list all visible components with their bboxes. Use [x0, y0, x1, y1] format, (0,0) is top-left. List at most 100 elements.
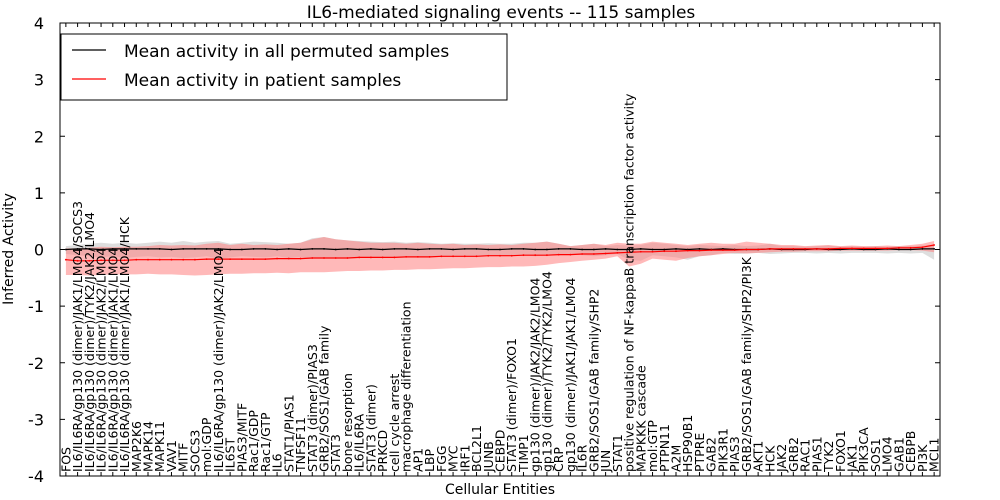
- data-point-permuted: [440, 248, 443, 250]
- data-point-patient: [933, 244, 936, 246]
- data-point-patient: [921, 246, 924, 249]
- x-tick-label: GRB2/SOS1/GAB family/SHP2/PI3K: [739, 256, 754, 472]
- data-point-patient: [534, 254, 537, 257]
- x-tick-label: IRF1: [457, 444, 472, 472]
- x-tick-label: VAV1: [164, 440, 179, 472]
- chart-title: IL6-mediated signaling events -- 115 sam…: [307, 3, 696, 23]
- x-tick-label: GRB2/SOS1/GAB family/SHP2: [586, 289, 601, 472]
- x-tick-label: STAT1: [610, 434, 625, 472]
- data-point-permuted: [64, 248, 67, 251]
- data-point-patient: [463, 255, 466, 258]
- data-point-patient: [381, 256, 384, 259]
- data-point-permuted: [909, 248, 912, 251]
- series-lines: [64, 244, 936, 262]
- data-point-permuted: [370, 248, 372, 250]
- data-point-permuted: [475, 248, 478, 250]
- data-point-patient: [862, 247, 865, 250]
- data-point-patient: [170, 258, 173, 261]
- data-point-patient: [147, 258, 149, 261]
- x-tick-label: FGG: [434, 445, 449, 472]
- data-point-permuted: [229, 248, 232, 251]
- data-point-patient: [393, 256, 396, 259]
- x-tick-label: bone resorption: [340, 373, 355, 472]
- data-point-permuted: [393, 248, 396, 250]
- data-point-patient: [194, 258, 196, 261]
- x-tick-label: GRB2: [786, 437, 801, 472]
- data-point-patient: [557, 253, 560, 256]
- data-point-patient: [686, 249, 689, 252]
- plot-frame: [59, 22, 941, 477]
- data-point-permuted: [76, 248, 79, 250]
- x-tick-label: TYK2: [821, 441, 836, 473]
- data-point-patient: [240, 258, 243, 261]
- x-tick-label: SOS1: [868, 438, 883, 472]
- x-tick-label: JAK2: [774, 444, 789, 473]
- x-tick-label: HCK: [762, 445, 777, 472]
- data-point-patient: [311, 257, 314, 259]
- x-tick-label: IL6: [270, 453, 285, 472]
- x-tick-label: IL6/IL6RA/gp130 (dimer)/JAK1/LMO4/SOCS3: [70, 201, 85, 472]
- data-point-patient: [616, 251, 619, 254]
- x-tick-label: AP1: [410, 448, 425, 472]
- data-point-patient: [440, 255, 443, 258]
- data-point-patient: [123, 259, 126, 262]
- x-tick-label: IL6/IL6RA/gp130 (dimer)/JAK2/LMO4: [211, 248, 226, 472]
- data-point-permuted: [569, 248, 572, 250]
- data-point-patient: [604, 252, 607, 255]
- y-axis-label: Inferred Activity: [1, 193, 17, 305]
- x-tick-label: STAT1/PIAS1: [281, 394, 296, 472]
- data-point-permuted: [311, 248, 314, 250]
- data-point-permuted: [405, 248, 408, 250]
- data-point-permuted: [334, 248, 337, 251]
- data-point-patient: [827, 248, 830, 250]
- x-tick-label: STAT3 (dimer): [363, 384, 378, 472]
- data-point-permuted: [581, 248, 584, 251]
- x-tick-label: IL6R: [575, 444, 590, 472]
- data-point-permuted: [510, 248, 513, 250]
- data-point-permuted: [240, 248, 243, 251]
- data-point-patient: [76, 259, 79, 262]
- data-point-patient: [628, 251, 630, 254]
- x-tick-label: MAP2K6: [129, 421, 144, 472]
- data-point-permuted: [698, 248, 701, 250]
- data-point-permuted: [628, 248, 630, 251]
- data-point-permuted: [135, 248, 138, 250]
- data-point-permuted: [264, 248, 267, 250]
- data-point-permuted: [651, 248, 654, 251]
- data-point-patient: [64, 258, 67, 261]
- data-point-patient: [323, 257, 325, 259]
- data-point-patient: [546, 254, 548, 257]
- data-point-permuted: [182, 248, 185, 250]
- data-point-patient: [839, 247, 842, 250]
- data-point-permuted: [158, 248, 161, 250]
- x-tick-label: PIAS1: [809, 436, 824, 472]
- data-point-permuted: [88, 248, 91, 250]
- x-tick-label: IL6/IL6RA: [352, 413, 367, 472]
- x-axis-ticks: [65, 23, 935, 476]
- x-tick-label: MAPK14: [141, 421, 156, 472]
- data-point-patient: [346, 257, 349, 259]
- x-axis-label: Cellular Entities: [445, 482, 555, 498]
- x-tick-label: CEBPB: [903, 431, 918, 472]
- data-point-patient: [88, 259, 91, 262]
- data-point-permuted: [111, 248, 114, 250]
- x-tick-label: GRB2/SOS1/GAB family: [317, 325, 332, 472]
- legend: Mean activity in all permuted samples Me…: [60, 33, 508, 101]
- data-point-permuted: [557, 248, 560, 250]
- data-point-patient: [499, 254, 501, 257]
- data-point-permuted: [487, 248, 490, 251]
- y-axis-ticks: -4 -3 -2 -1 0 1 2 3 4: [28, 14, 940, 486]
- data-point-patient: [334, 257, 337, 259]
- data-point-patient: [722, 249, 724, 251]
- x-tick-label: IL6/IL6RA/gp130 (dimer)/JAK1/LMO4: [105, 248, 120, 472]
- x-tick-label: CRP: [551, 447, 566, 472]
- x-tick-label: MYC: [446, 445, 461, 472]
- data-point-patient: [205, 258, 208, 261]
- data-point-permuted: [522, 248, 525, 250]
- data-point-patient: [475, 255, 478, 258]
- x-tick-label: PIK3CA: [856, 427, 871, 472]
- x-tick-label: PIAS3/MITF: [234, 403, 249, 472]
- data-point-patient: [358, 256, 361, 259]
- x-tick-label: PIK3R1: [715, 428, 730, 472]
